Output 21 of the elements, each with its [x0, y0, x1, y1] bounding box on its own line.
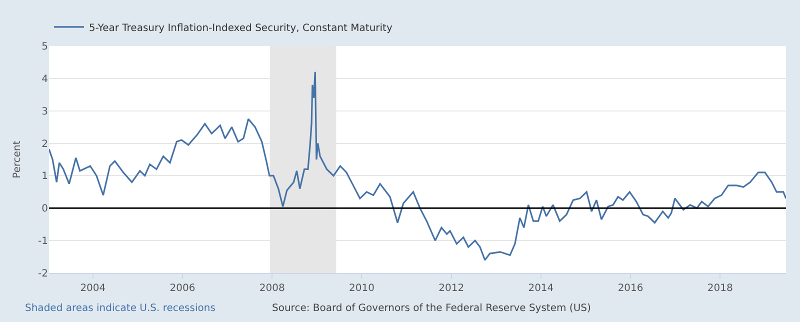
x-tick-label: 2014: [528, 283, 554, 294]
y-axis-title: Percent: [12, 140, 24, 178]
y-tick-label: 1: [42, 171, 48, 182]
legend-label: 5-Year Treasury Inflation-Indexed Security, Constant Maturity: [89, 22, 392, 34]
y-tick-label: 4: [42, 74, 48, 85]
x-tick-label: 2008: [259, 283, 285, 294]
x-tick-label: 2010: [348, 283, 374, 294]
y-tick-label: 5: [42, 42, 48, 52]
y-tick-label: -2: [38, 268, 48, 280]
y-tick-label: 3: [42, 106, 48, 118]
x-tick-label: 2016: [618, 283, 644, 294]
x-tick-label: 2012: [438, 283, 464, 294]
x-tick-label: 2006: [170, 283, 196, 294]
y-tick-label: 2: [42, 138, 48, 150]
x-tick-label: 2018: [707, 283, 733, 294]
line-series: [49, 71, 786, 261]
text: Shaded areas indicate U.S. recessions: [25, 303, 216, 314]
source-note: Source: Board of Governors of the Federal Reserve System (US): [272, 303, 591, 314]
y-tick-label: 0: [42, 204, 48, 215]
y-tick-label: -1: [38, 236, 48, 248]
x-tick-label: 2004: [80, 283, 106, 294]
